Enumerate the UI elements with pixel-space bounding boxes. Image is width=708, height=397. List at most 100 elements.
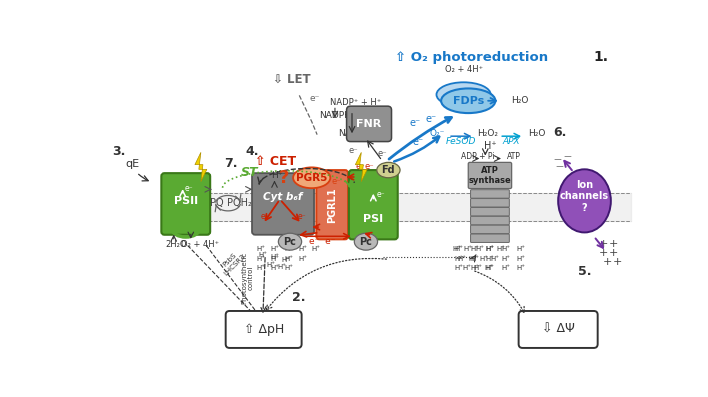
Text: e⁻: e⁻ <box>410 118 421 128</box>
Text: +: + <box>603 258 612 268</box>
Text: FNR: FNR <box>356 119 382 129</box>
Text: H⁺: H⁺ <box>486 247 494 252</box>
Text: Cyt b₆f: Cyt b₆f <box>263 192 303 202</box>
Text: H⁺: H⁺ <box>490 256 499 262</box>
Text: H⁺: H⁺ <box>452 247 461 252</box>
Text: H⁺: H⁺ <box>258 252 268 258</box>
Text: H⁺: H⁺ <box>501 256 510 262</box>
Text: H⁺: H⁺ <box>516 256 525 262</box>
Text: H⁺: H⁺ <box>457 256 467 262</box>
Text: ‒: ‒ <box>554 153 561 166</box>
Text: +: + <box>599 248 609 258</box>
Text: 6.: 6. <box>554 126 567 139</box>
Text: NADP⁺ + H⁺: NADP⁺ + H⁺ <box>331 98 382 108</box>
FancyBboxPatch shape <box>316 170 348 239</box>
Text: qE: qE <box>125 159 139 169</box>
Text: +: + <box>610 248 619 258</box>
Text: ADP + Pi: ADP + Pi <box>460 152 494 160</box>
Text: 5.: 5. <box>578 265 592 278</box>
Text: H⁺: H⁺ <box>278 264 287 270</box>
Text: e⁻: e⁻ <box>261 212 269 222</box>
FancyBboxPatch shape <box>226 311 302 348</box>
FancyBboxPatch shape <box>471 198 509 207</box>
Text: Pc: Pc <box>284 237 297 247</box>
Text: H⁺: H⁺ <box>501 247 510 252</box>
Text: e⁻: e⁻ <box>365 162 374 171</box>
Text: +: + <box>610 239 619 249</box>
FancyBboxPatch shape <box>519 311 598 348</box>
Text: Lumen: Lumen <box>164 227 197 237</box>
Text: H⁺: H⁺ <box>455 265 464 271</box>
Text: H⁺: H⁺ <box>496 247 506 252</box>
Text: PGRL1: PGRL1 <box>327 187 337 223</box>
Text: PsbS
LHCSR3: PsbS LHCSR3 <box>217 248 246 277</box>
FancyBboxPatch shape <box>471 234 509 243</box>
Text: H⁺: H⁺ <box>462 265 472 271</box>
FancyBboxPatch shape <box>471 207 509 216</box>
Polygon shape <box>195 152 207 181</box>
Ellipse shape <box>278 233 302 250</box>
Text: H⁺: H⁺ <box>270 247 279 252</box>
Text: 7.: 7. <box>224 157 238 170</box>
Text: FDPs: FDPs <box>452 96 484 106</box>
Text: e⁻: e⁻ <box>298 212 307 222</box>
Text: e⁻: e⁻ <box>426 114 437 124</box>
Text: e⁻  e⁻: e⁻ e⁻ <box>309 237 336 246</box>
Text: ⇧ O₂ photoreduction: ⇧ O₂ photoreduction <box>394 51 548 64</box>
Text: ATP: ATP <box>507 152 521 160</box>
Text: H⁺: H⁺ <box>470 256 479 262</box>
Text: H⁺: H⁺ <box>486 247 494 252</box>
Text: ‒: ‒ <box>556 160 564 173</box>
Text: FeSOD: FeSOD <box>445 137 476 146</box>
Text: +: + <box>599 239 609 249</box>
Text: H₂O: H₂O <box>527 129 545 138</box>
FancyBboxPatch shape <box>468 162 512 189</box>
Text: H⁺: H⁺ <box>469 256 477 262</box>
Text: NADPH: NADPH <box>338 129 370 138</box>
Text: ⇩ ΔΨ: ⇩ ΔΨ <box>542 323 575 336</box>
FancyBboxPatch shape <box>471 225 509 233</box>
FancyBboxPatch shape <box>347 106 392 142</box>
Text: H⁺: H⁺ <box>282 257 290 263</box>
FancyBboxPatch shape <box>471 190 509 198</box>
Text: H⁺: H⁺ <box>475 247 484 252</box>
Text: PGR5: PGR5 <box>296 173 327 183</box>
Text: O₂ + 4H⁺: O₂ + 4H⁺ <box>181 240 219 249</box>
Text: H₂O: H₂O <box>511 96 528 105</box>
Text: ⇧ ΔpH: ⇧ ΔpH <box>244 323 284 336</box>
Text: H⁺: H⁺ <box>312 247 321 252</box>
Text: H⁺: H⁺ <box>486 256 494 262</box>
Text: ⇧ CET: ⇧ CET <box>255 155 296 168</box>
Text: H⁺: H⁺ <box>284 265 293 271</box>
Text: PSI: PSI <box>363 214 383 224</box>
Text: Stroma: Stroma <box>164 177 199 187</box>
Text: APX: APX <box>502 137 520 146</box>
Text: H⁺: H⁺ <box>270 254 279 260</box>
Text: H⁺: H⁺ <box>284 256 293 262</box>
Text: H⁺: H⁺ <box>455 247 464 252</box>
Text: ?: ? <box>279 169 289 187</box>
Text: e⁻: e⁻ <box>377 149 387 158</box>
FancyBboxPatch shape <box>349 170 398 239</box>
Text: PQH₂: PQH₂ <box>227 198 252 208</box>
Text: H⁺: H⁺ <box>256 256 265 262</box>
Text: H₂O₂: H₂O₂ <box>477 129 498 138</box>
Text: H⁺: H⁺ <box>270 265 279 271</box>
Ellipse shape <box>377 162 400 178</box>
Text: PQ: PQ <box>210 198 223 208</box>
Text: H⁺: H⁺ <box>470 265 479 271</box>
Text: H⁺: H⁺ <box>516 247 525 252</box>
FancyBboxPatch shape <box>161 173 210 235</box>
Text: H⁺: H⁺ <box>484 265 493 271</box>
Text: H⁺: H⁺ <box>270 171 282 180</box>
Text: H⁺: H⁺ <box>464 247 473 252</box>
Text: O₂ + 4H⁺: O₂ + 4H⁺ <box>445 64 484 73</box>
Text: H⁺: H⁺ <box>516 265 525 271</box>
Text: H⁺: H⁺ <box>256 265 265 271</box>
FancyBboxPatch shape <box>252 173 314 235</box>
Text: Photosynthetic
control: Photosynthetic control <box>241 252 254 304</box>
Text: e⁻: e⁻ <box>309 94 320 103</box>
Text: PSII: PSII <box>173 196 198 206</box>
Text: 1.: 1. <box>594 50 609 64</box>
Text: 2H₂O: 2H₂O <box>165 240 187 249</box>
